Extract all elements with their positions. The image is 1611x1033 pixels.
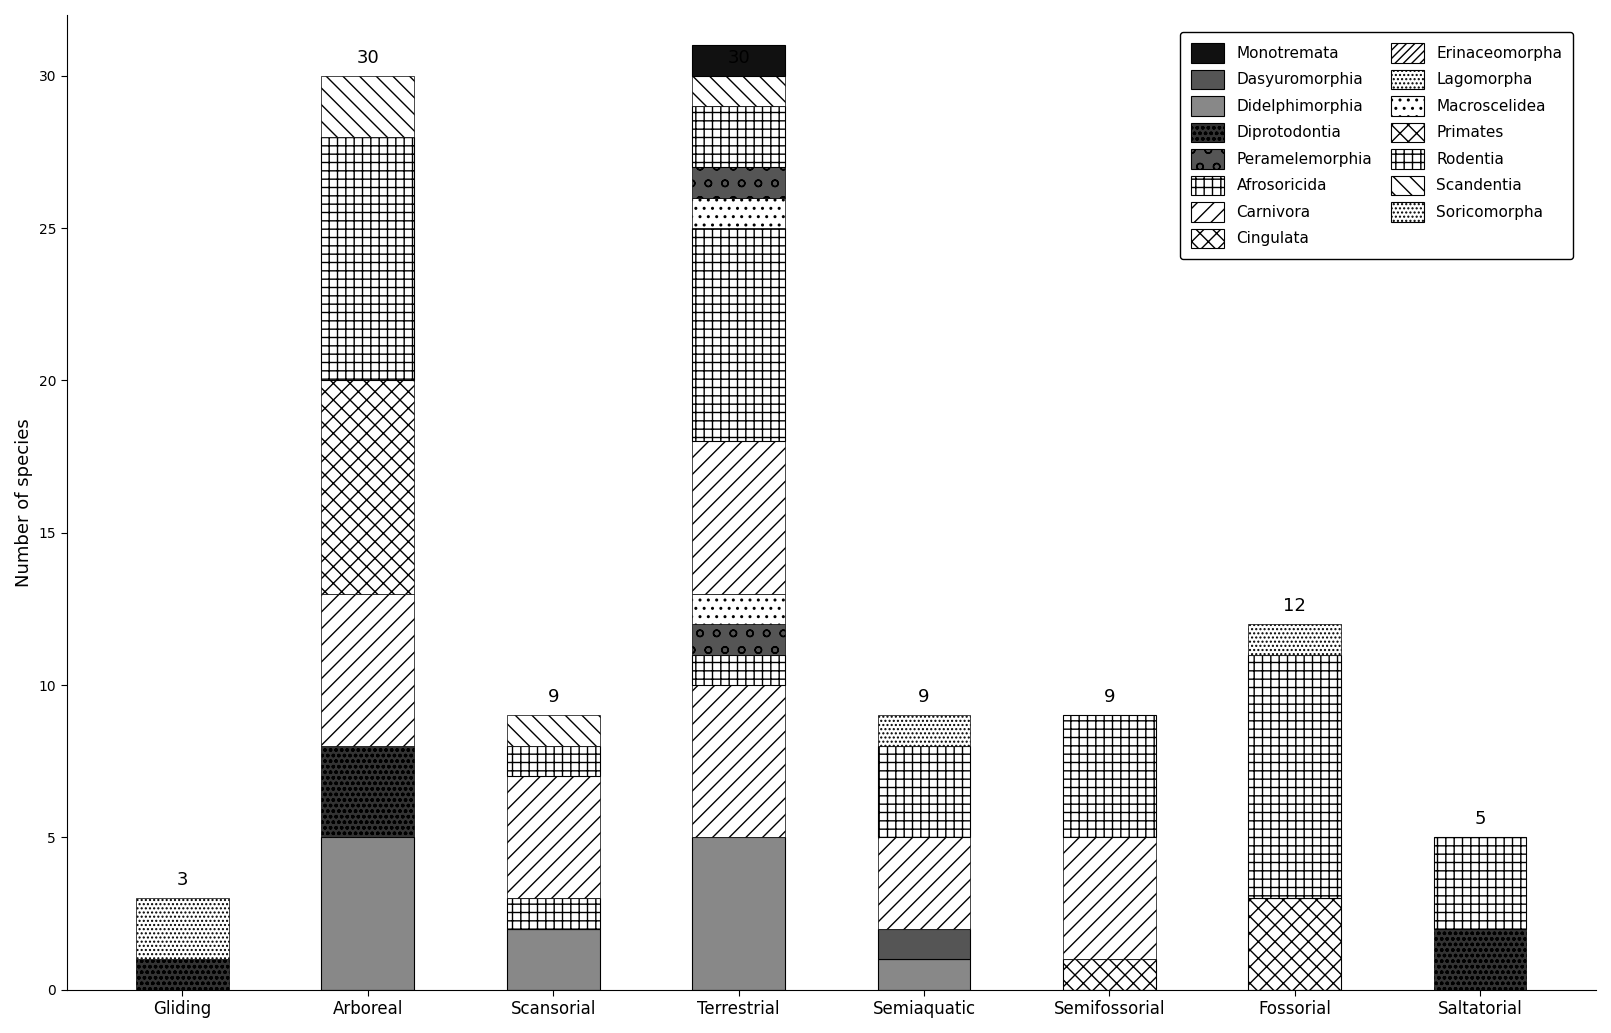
Bar — [1063, 838, 1155, 959]
Text: 9: 9 — [1104, 688, 1115, 707]
Bar — [693, 441, 785, 594]
Bar — [1063, 959, 1155, 990]
Text: 12: 12 — [1284, 597, 1307, 615]
Text: 9: 9 — [918, 688, 930, 707]
Bar — [507, 899, 599, 929]
Bar — [507, 929, 599, 990]
Bar — [878, 716, 970, 746]
Text: 9: 9 — [548, 688, 559, 707]
Bar — [878, 929, 970, 959]
Bar — [693, 624, 785, 655]
Bar — [693, 45, 785, 75]
Bar — [878, 838, 970, 929]
Bar — [322, 136, 414, 380]
Bar — [1063, 716, 1155, 838]
Bar — [878, 959, 970, 990]
Bar — [1249, 624, 1340, 655]
Bar — [507, 777, 599, 899]
Bar — [693, 197, 785, 228]
Bar — [322, 746, 414, 838]
Bar — [693, 75, 785, 106]
Text: 30: 30 — [356, 49, 379, 67]
Text: 5: 5 — [1474, 810, 1485, 828]
Bar — [1434, 838, 1527, 929]
Bar — [693, 655, 785, 685]
Y-axis label: Number of species: Number of species — [14, 418, 32, 587]
Bar — [322, 594, 414, 746]
Bar — [507, 716, 599, 746]
Text: 3: 3 — [177, 871, 188, 889]
Bar — [1249, 899, 1340, 990]
Bar — [1434, 929, 1527, 990]
Bar — [322, 380, 414, 594]
Bar — [693, 228, 785, 441]
Legend: Monotremata, Dasyuromorphia, Didelphimorphia, Diprotodontia, Peramelemorphia, Af: Monotremata, Dasyuromorphia, Didelphimor… — [1179, 32, 1572, 259]
Bar — [135, 899, 229, 959]
Bar — [507, 746, 599, 777]
Bar — [135, 959, 229, 990]
Bar — [1249, 655, 1340, 899]
Bar — [878, 746, 970, 838]
Bar — [693, 106, 785, 167]
Text: 30: 30 — [727, 49, 751, 67]
Bar — [693, 685, 785, 838]
Bar — [322, 838, 414, 990]
Bar — [322, 75, 414, 136]
Bar — [693, 167, 785, 197]
Bar — [693, 594, 785, 624]
Bar — [693, 838, 785, 990]
